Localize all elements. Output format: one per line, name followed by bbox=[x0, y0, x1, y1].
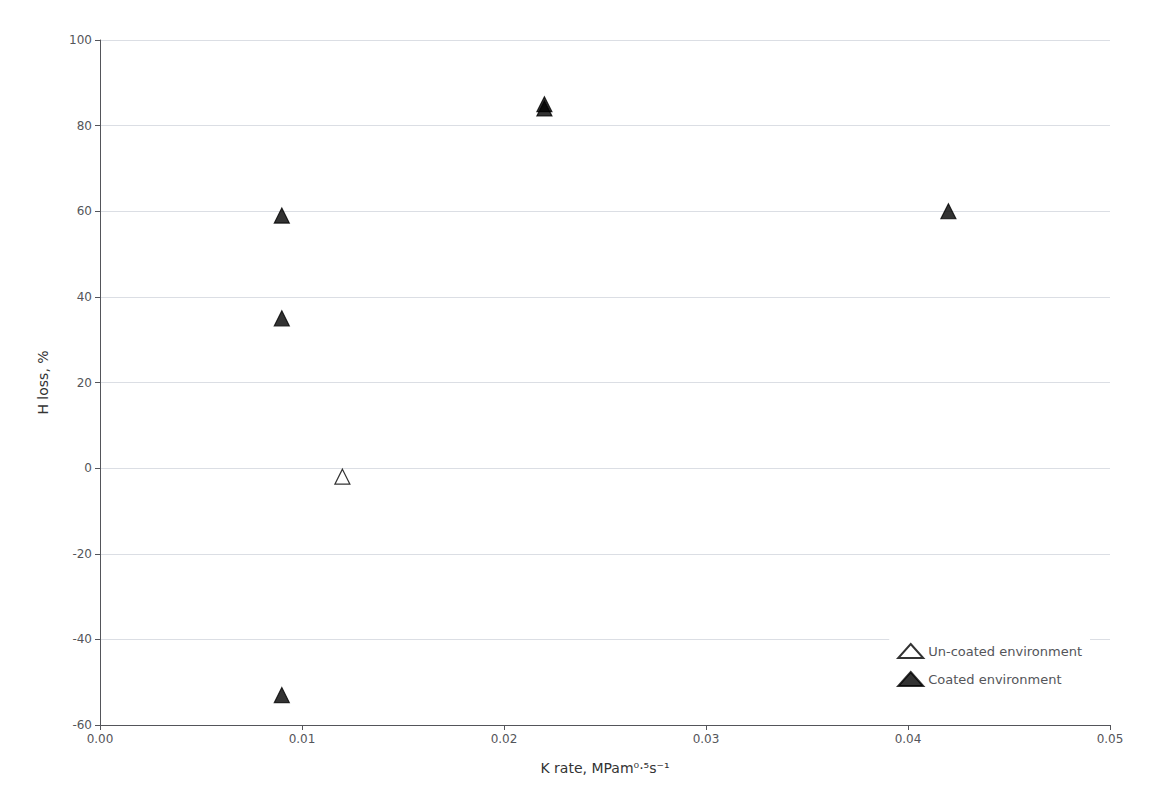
svg-text:0.01: 0.01 bbox=[289, 732, 316, 746]
svg-text:20: 20 bbox=[77, 376, 92, 390]
svg-text:80: 80 bbox=[77, 119, 92, 133]
svg-text:-40: -40 bbox=[72, 632, 92, 646]
svg-text:40: 40 bbox=[77, 290, 92, 304]
svg-text:0: 0 bbox=[84, 461, 92, 475]
svg-text:Coated environment: Coated environment bbox=[928, 672, 1061, 687]
svg-text:Un-coated environment: Un-coated environment bbox=[928, 644, 1082, 659]
svg-text:K rate, MPam⁰·⁵s⁻¹: K rate, MPam⁰·⁵s⁻¹ bbox=[540, 760, 669, 776]
svg-text:0.03: 0.03 bbox=[693, 732, 720, 746]
svg-text:60: 60 bbox=[77, 204, 92, 218]
svg-text:0.00: 0.00 bbox=[87, 732, 114, 746]
svg-text:0.04: 0.04 bbox=[895, 732, 922, 746]
svg-text:0.02: 0.02 bbox=[491, 732, 518, 746]
svg-text:H loss, %: H loss, % bbox=[35, 350, 51, 414]
svg-text:-20: -20 bbox=[72, 547, 92, 561]
svg-text:0.05: 0.05 bbox=[1097, 732, 1124, 746]
svg-text:-60: -60 bbox=[72, 718, 92, 732]
svg-text:100: 100 bbox=[69, 33, 92, 47]
